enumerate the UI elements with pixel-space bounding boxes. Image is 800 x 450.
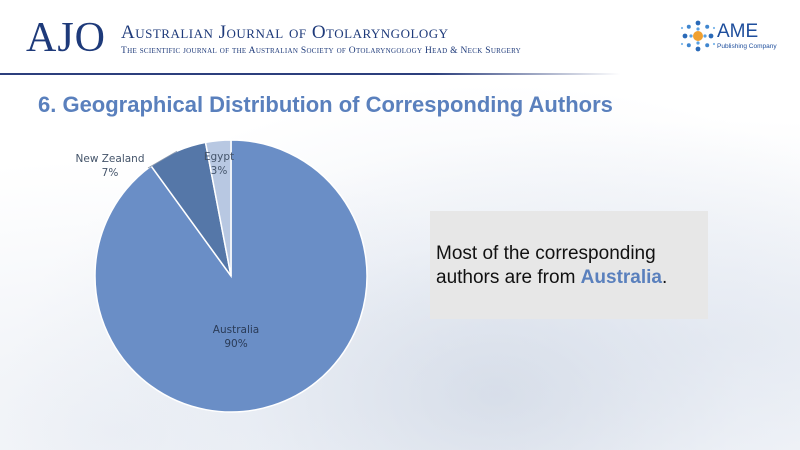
ame-logo-subtext: Publishing Company (717, 43, 777, 50)
slice-percent-new-zealand: 7% (102, 167, 119, 179)
slice-label-australia: Australia (213, 324, 259, 336)
journal-title: Australian Journal of Otolaryngology (121, 22, 449, 43)
journal-subtitle: The scientific journal of the Australian… (121, 46, 522, 56)
leader-line-new-zealand (147, 150, 178, 169)
callout-highlight: Australia (580, 267, 662, 288)
slice-label-egypt: Egypt (204, 151, 234, 163)
callout-text: Most of the corresponding authors are fr… (436, 242, 706, 290)
callout-box: Most of the corresponding authors are fr… (430, 211, 708, 319)
ame-publisher-logo: AME Publishing Company (680, 18, 780, 58)
ame-logo-text: AME (717, 21, 759, 42)
slice-label-new-zealand: New Zealand (76, 153, 145, 165)
ame-dots-icon (680, 20, 716, 52)
ajo-logo: AJO (26, 15, 107, 61)
slide-header: AJO Australian Journal of Otolaryngology… (0, 0, 800, 78)
callout-text-main: Most of the corresponding authors are fr… (436, 243, 656, 288)
slice-percent-egypt: 3% (211, 165, 228, 177)
callout-text-end: . (661, 267, 668, 288)
slide-title: 6. Geographical Distribution of Correspo… (38, 92, 613, 117)
pie-slice-egypt (204, 139, 232, 277)
header-divider (0, 73, 620, 75)
slice-percent-australia: 90% (224, 338, 247, 350)
